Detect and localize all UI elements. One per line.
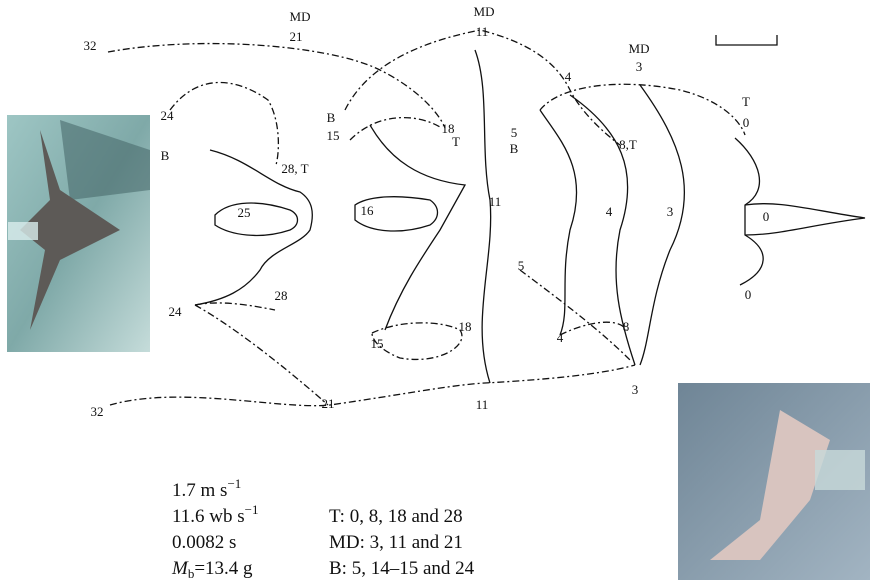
diagram-label: 18	[459, 319, 472, 334]
stat-text: 11.6 wb s	[172, 506, 245, 527]
stat-line: Mb=13.4 g	[171, 558, 253, 581]
stat-sup: −1	[245, 502, 259, 517]
trajectories	[108, 30, 745, 406]
left-photo	[7, 115, 150, 352]
scale-bar	[716, 35, 777, 45]
diagram-label: 15	[327, 128, 340, 143]
key-line: T: 0, 8, 18 and 28	[329, 506, 463, 527]
diagram-label: 28, T	[281, 161, 308, 176]
diagram-label: T	[452, 134, 460, 149]
diagram-label: 8,T	[619, 137, 637, 152]
diagram-label: 15	[371, 336, 384, 351]
diagram-label: 4	[565, 69, 572, 84]
diagram-label: 16	[361, 203, 375, 218]
stat-line: 1.7 m s−1	[172, 476, 241, 501]
diagram-label: 21	[290, 29, 303, 44]
diagram-label: B	[510, 141, 519, 156]
figure: 32MD21MD11MD3T024B28, T25B1518T161145B8,…	[0, 0, 883, 586]
diagram-label: 0	[743, 115, 750, 130]
diagram-label: 4	[606, 204, 613, 219]
stat-text: 1.7 m s	[172, 480, 227, 501]
diagram-label: 24	[161, 108, 175, 123]
diagram-label: 3	[636, 59, 643, 74]
diagram-label: MD	[474, 4, 495, 19]
diagram-label: 0	[745, 287, 752, 302]
diagram-label: 28	[275, 288, 288, 303]
diagram-label: 5	[511, 125, 518, 140]
stat-line: 11.6 wb s−1	[172, 502, 259, 527]
diagram-label: 32	[91, 404, 104, 419]
key: T: 0, 8, 18 and 28 MD: 3, 11 and 21 B: 5, …	[329, 506, 475, 579]
diagram-label: MD	[629, 41, 650, 56]
diagram-label: 8	[623, 319, 630, 334]
key-line: MD: 3, 11 and 21	[329, 532, 463, 553]
diagram-label: 24	[169, 304, 183, 319]
diagram-label: 11	[476, 397, 489, 412]
key-line: B: 5, 14–15 and 24	[329, 558, 475, 579]
diagram-label: 25	[238, 205, 251, 220]
stat-sup: −1	[227, 476, 241, 491]
diagram-label: 21	[322, 396, 335, 411]
stats: 1.7 m s−111.6 wb s−10.0082 sMb=13.4 g	[171, 476, 259, 581]
diagram-label: 0	[763, 209, 770, 224]
stat-text: 0.0082 s	[172, 532, 236, 553]
stat-symbol: M	[171, 558, 189, 579]
diagram-label: B	[327, 110, 336, 125]
diagram-label: 11	[489, 194, 502, 209]
right-photo	[678, 383, 870, 580]
diagram-label: 11	[476, 24, 489, 39]
diagram-label: MD	[290, 9, 311, 24]
diagram-label: 5	[518, 258, 525, 273]
diagram-label: B	[161, 148, 170, 163]
diagram-label: 32	[84, 38, 97, 53]
diagram-label: 4	[557, 330, 564, 345]
stat-line: 0.0082 s	[172, 532, 236, 553]
stat-text: =13.4 g	[194, 558, 253, 579]
diagram-label: 3	[632, 382, 639, 397]
diagram-label: T	[742, 94, 750, 109]
diagram-label: 3	[667, 204, 674, 219]
